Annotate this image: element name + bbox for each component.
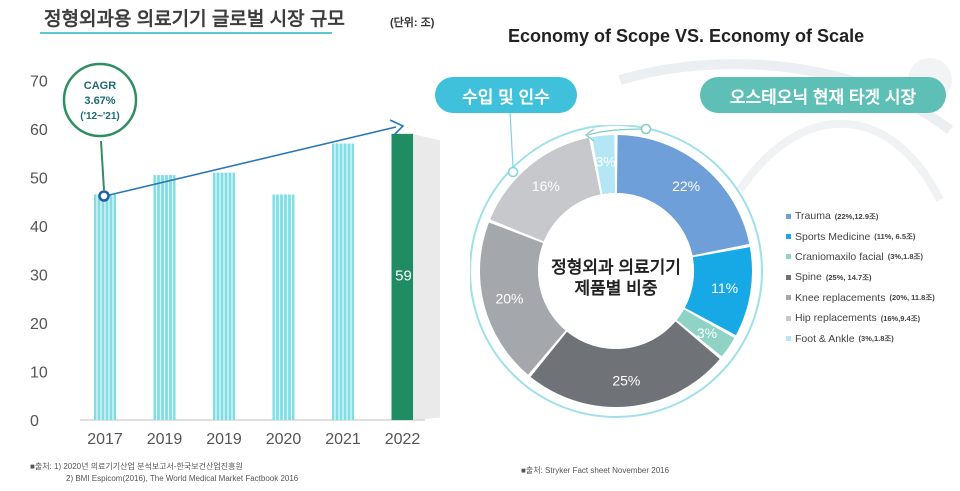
y-tick-label: 60 [30, 122, 48, 139]
cagr-connector [100, 140, 105, 191]
legend-label: Hip replacements [795, 312, 877, 325]
y-tick-label: 20 [30, 316, 48, 333]
donut-center-line2: 제품별 비중 [575, 279, 658, 298]
slice-label: 11% [711, 280, 738, 296]
right-chart-title: Economy of Scope VS. Economy of Scale [508, 26, 865, 46]
donut-chart: 22% 11% 3% 25% 20% 16% 3% 정형외과 의료기기 제품별 비중 [470, 125, 763, 418]
x-tick-label: 2020 [266, 431, 302, 448]
bar-highlight [391, 133, 414, 420]
legend-item: Spine (25%, 14.7조) [786, 267, 935, 287]
source-note-right: ■출처: Stryker Fact sheet November 2016 [521, 466, 670, 475]
slice-label: 3% [697, 325, 717, 341]
bar-value-label: 59 [395, 268, 412, 285]
bar [332, 143, 354, 421]
legend-label: Craniomaxilo facial [795, 250, 884, 263]
legend-detail: (3%,1.8조) [858, 334, 894, 344]
right-pill-connector [587, 128, 649, 136]
donut-slice [490, 137, 601, 242]
legend-detail: (16%,9.4조) [880, 313, 921, 323]
legend-swatch [786, 254, 791, 260]
y-tick-label: 40 [30, 219, 48, 236]
donut-slice [592, 135, 616, 195]
pill-mergers-acquisitions: 수입 및 인수 [435, 77, 577, 113]
cagr-value: 3.67% [84, 95, 115, 107]
legend-item: Knee replacements (20%, 11.8조) [786, 288, 935, 308]
legend-swatch [786, 274, 791, 280]
legend-detail: (3%,1.8조) [887, 252, 923, 262]
right-pill-arrowhead [585, 128, 595, 142]
legend-swatch [786, 234, 791, 240]
legend-item: Craniomaxilo facial (3%,1.8조) [786, 247, 935, 267]
slice-label: 22% [672, 178, 700, 194]
source-note-left-1: ■출처: 1) 2020년 의료기기산업 분석보고서-한국보건산업진흥원 [30, 462, 243, 471]
source-note-left-2: 2) BMI Espicom(2016), The World Medical … [66, 474, 299, 483]
legend-item: Foot & Ankle (3%,1.8조) [786, 328, 935, 348]
x-tick-label: 2019 [147, 431, 183, 448]
donut-slice [616, 135, 750, 256]
x-tick-label: 2019 [206, 431, 242, 448]
legend-label: Foot & Ankle [795, 332, 855, 345]
y-tick-label: 50 [30, 171, 48, 188]
x-tick-label: 2021 [325, 431, 361, 448]
unit-label: (단위: 조) [390, 17, 435, 29]
y-tick-label: 70 [30, 74, 48, 91]
bar-chart: 0 10 20 30 40 50 60 70 59 2017 2019 2019 2020 2021 2… [30, 62, 440, 448]
right-pill-connector-dot [640, 123, 652, 135]
x-tick-label: 2022 [385, 431, 421, 448]
legend-swatch [786, 315, 791, 321]
slice-label: 16% [532, 178, 560, 194]
pill-connectors [507, 110, 652, 178]
bar [94, 194, 116, 420]
legend-detail: (22%,12.9조) [834, 211, 879, 221]
slice-label: 3% [596, 153, 616, 169]
bar [272, 194, 295, 420]
legend-label: Spine [795, 271, 822, 284]
donut-slice [480, 222, 566, 375]
cagr-period: ('12~'21) [80, 111, 120, 122]
cagr-title: CAGR [84, 80, 116, 92]
y-tick-label: 10 [30, 365, 48, 382]
left-chart-title: 정형외과용 의료기기 글로벌 시장 규모 [44, 9, 345, 30]
trend-start-marker [98, 190, 110, 202]
legend-swatch [786, 295, 791, 301]
trend-arrow [104, 126, 397, 197]
pill-current-target-market: 오스테오닉 현재 타겟 시장 [700, 77, 946, 113]
title-underline [40, 32, 332, 34]
legend-detail: (25%, 14.7조) [825, 272, 872, 282]
trend-arrowhead [389, 119, 405, 136]
projection-band [413, 134, 440, 420]
bar [213, 172, 235, 420]
donut-center-line1: 정형외과 의료기기 [551, 257, 681, 277]
donut-hole [538, 193, 694, 349]
x-tick-label: 2017 [87, 431, 123, 448]
donut-slice [530, 321, 720, 407]
left-pill-connector [509, 110, 514, 168]
donut-slice [684, 247, 752, 336]
legend-item: Sports Medicine (11%, 6.5조) [786, 226, 935, 246]
legend-label: Knee replacements [795, 291, 886, 304]
slice-label: 25% [612, 373, 640, 389]
legend-label: Sports Medicine [795, 230, 871, 243]
legend-swatch [786, 213, 791, 219]
legend-detail: (20%, 11.8조) [889, 293, 935, 303]
donut-legend: Trauma (22%,12.9조) Sports Medicine (11%, 6.… [786, 206, 935, 349]
legend-detail: (11%, 6.5조) [874, 232, 916, 242]
legend-item: Trauma (22%,12.9조) [786, 206, 935, 226]
legend-swatch [786, 336, 791, 342]
y-tick-label: 0 [30, 413, 39, 430]
bar [153, 175, 176, 420]
cagr-bubble [62, 62, 138, 138]
slice-label: 20% [495, 290, 523, 306]
y-tick-label: 30 [30, 268, 48, 285]
legend-label: Trauma [795, 210, 831, 223]
legend-item: Hip replacements (16%,9.4조) [786, 308, 935, 328]
left-pill-connector-dot [507, 166, 519, 178]
donut-slice [676, 309, 735, 357]
